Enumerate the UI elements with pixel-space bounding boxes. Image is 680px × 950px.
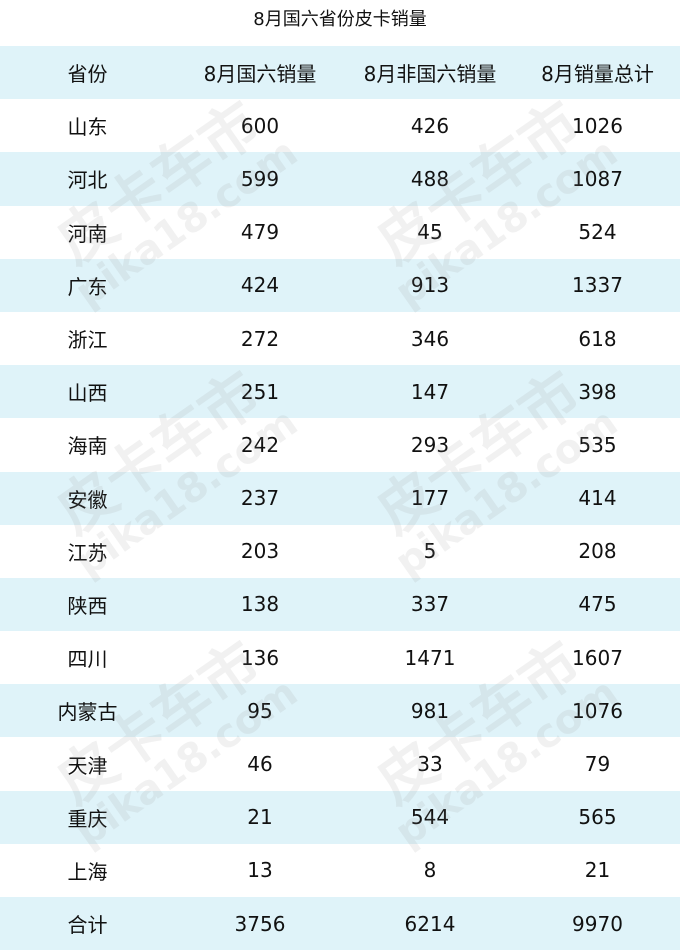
table-cell: 293 — [410, 432, 450, 457]
table-cell: 600 — [240, 113, 280, 138]
table-cell: 479 — [240, 220, 280, 245]
table-cell: 177 — [345, 471, 515, 525]
table-cell: 9970 — [515, 897, 680, 950]
table-cell: 合计 — [0, 897, 175, 950]
table-cell: 重庆 — [0, 790, 175, 844]
table-cell: 913 — [345, 258, 515, 312]
table-cell: 414 — [515, 471, 680, 525]
table-row: 河南 479 45 524 — [0, 206, 680, 259]
table-cell: 21 — [175, 790, 345, 844]
table-cell: 95 — [175, 684, 345, 738]
table-cell: 46 — [247, 752, 273, 777]
table-cell: 208 — [578, 539, 617, 564]
table-cell: 1607 — [572, 645, 623, 670]
table-cell: 广东 — [0, 258, 175, 312]
table-cell: 426 — [410, 113, 450, 138]
table-cell: 237 — [175, 471, 345, 525]
table-cell: 陕西 — [0, 577, 175, 632]
table-cell: 海南 — [67, 434, 108, 459]
table-row: 四川 136 1471 1607 — [0, 631, 680, 684]
total-row: 合计 3756 6214 9970 — [0, 897, 680, 950]
table-cell: 251 — [175, 365, 345, 419]
table-row: 陕西 138 337 475 — [0, 577, 680, 632]
table-cell: 337 — [345, 577, 515, 632]
table-cell: 242 — [240, 432, 280, 457]
table-row: 广东 424 913 1337 — [0, 258, 680, 312]
table-title: 8月国六省份皮卡销量 — [253, 9, 427, 30]
table-cell: 1087 — [515, 152, 680, 206]
table-cell: 天津 — [67, 753, 108, 778]
table-cell: 1471 — [404, 645, 456, 670]
table-cell: 8月销量总计 — [515, 46, 680, 100]
table-cell: 省份 — [0, 46, 175, 100]
table-row: 山东 600 426 1026 — [0, 99, 680, 152]
table-cell: 河南 — [67, 221, 108, 246]
table-cell: 398 — [515, 365, 680, 419]
table-cell: 981 — [345, 684, 515, 738]
table-cell: 河北 — [0, 152, 175, 206]
table-cell: 488 — [345, 152, 515, 206]
table-cell: 535 — [578, 432, 617, 457]
table-cell: 山西 — [0, 365, 175, 419]
table-row: 内蒙古 95 981 1076 — [0, 684, 680, 738]
table-cell: 424 — [175, 258, 345, 312]
table-cell: 内蒙古 — [0, 684, 175, 738]
table-row: 浙江 272 346 618 — [0, 312, 680, 365]
table-cell: 565 — [515, 790, 680, 844]
table-cell: 79 — [584, 752, 611, 777]
table-cell: 21 — [584, 858, 611, 883]
table-cell: 45 — [417, 220, 443, 245]
table-row: 安徽 237 177 414 — [0, 471, 680, 525]
table-cell: 浙江 — [67, 328, 108, 353]
table-cell: 1076 — [515, 684, 680, 738]
table-row: 江苏 203 5 208 — [0, 525, 680, 578]
table-cell: 475 — [515, 577, 680, 632]
table-row: 天津 46 33 79 — [0, 737, 680, 790]
table-cell: 138 — [175, 577, 345, 632]
table-cell: 544 — [345, 790, 515, 844]
table-cell: 上海 — [67, 859, 108, 884]
table-cell: 8月非国六销量 — [345, 46, 515, 100]
table-cell: 6214 — [345, 897, 515, 950]
table-cell: 3756 — [175, 897, 345, 950]
table-cell: 618 — [578, 326, 617, 351]
sales-table: 省份 8月国六销量 8月非国六销量 8月销量总计山东 600 426 1026 河北 599 48… — [0, 46, 680, 950]
table-row: 山西 251 147 398 — [0, 365, 680, 419]
table-cell: 524 — [578, 220, 617, 245]
table-cell: 599 — [175, 152, 345, 206]
table-cell: 33 — [417, 752, 443, 777]
table-cell: 147 — [345, 365, 515, 419]
table-cell: 272 — [240, 326, 280, 351]
table-cell: 山东 — [67, 115, 108, 140]
table-row: 河北 599 488 1087 — [0, 152, 680, 206]
table-cell: 13 — [247, 858, 273, 883]
header-row: 省份 8月国六销量 8月非国六销量 8月销量总计 — [0, 46, 680, 100]
table-cell: 1026 — [572, 113, 623, 138]
table-cell: 四川 — [67, 647, 108, 672]
table-cell: 203 — [240, 539, 280, 564]
table-row: 上海 13 8 21 — [0, 844, 680, 897]
table-cell: 346 — [410, 326, 450, 351]
table-cell: 安徽 — [0, 471, 175, 525]
table-cell: 1337 — [515, 258, 680, 312]
table-cell: 8 — [423, 858, 437, 883]
table-cell: 江苏 — [67, 540, 108, 565]
table-cell: 8月国六销量 — [175, 46, 345, 100]
table-cell: 5 — [423, 539, 437, 564]
table-cell: 136 — [240, 645, 280, 670]
table-row: 海南 242 293 535 — [0, 418, 680, 471]
table-row: 重庆 21 544 565 — [0, 790, 680, 844]
